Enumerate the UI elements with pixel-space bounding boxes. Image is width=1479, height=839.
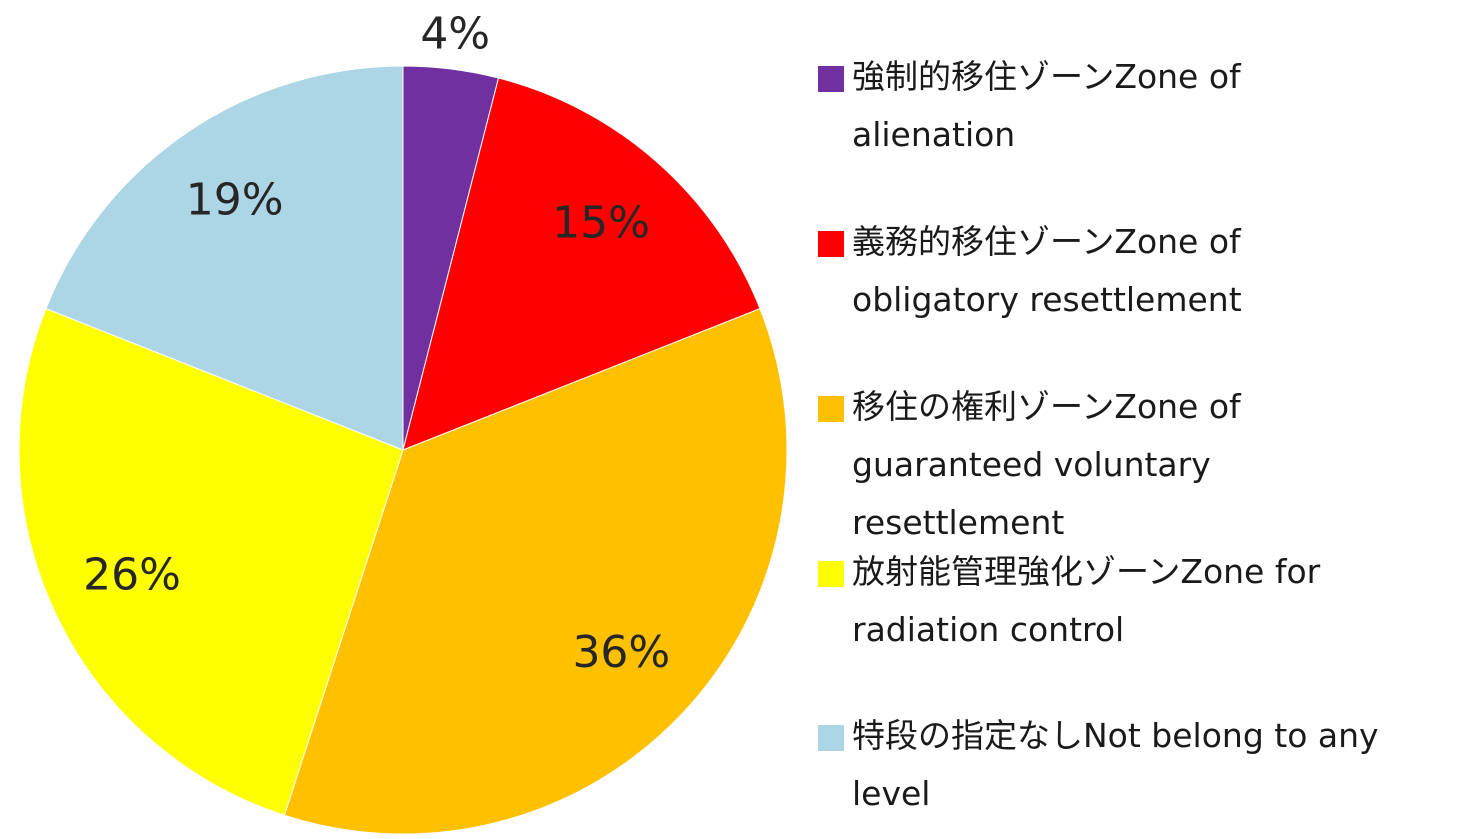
legend-label: 特段の指定なしNot belong to any level xyxy=(852,716,1379,813)
legend-swatch xyxy=(818,66,844,92)
legend-entry: 義務的移住ゾーンZone of obligatory resettlement xyxy=(818,213,1458,329)
pie: 4% 15% 36% 26% 19% xyxy=(18,9,788,835)
data-label: 4% xyxy=(420,9,490,60)
pie-slice xyxy=(402,77,761,451)
pie-slice xyxy=(18,307,404,816)
legend-entry: 移住の権利ゾーンZone of guaranteed voluntary res… xyxy=(818,378,1458,552)
legend-swatch xyxy=(818,396,844,422)
legend-swatch xyxy=(818,231,844,257)
data-label: 36% xyxy=(572,627,670,678)
legend-entry: 特段の指定なしNot belong to any level xyxy=(818,707,1458,823)
legend-label: 移住の権利ゾーンZone of guaranteed voluntary res… xyxy=(852,387,1241,542)
legend-label: 義務的移住ゾーンZone of obligatory resettlement xyxy=(852,222,1242,319)
pie-slice xyxy=(45,65,404,451)
data-label: 15% xyxy=(552,197,650,248)
data-label: 26% xyxy=(83,550,181,601)
legend-label: 強制的移住ゾーンZone of alienation xyxy=(852,57,1241,154)
legend-swatch xyxy=(818,561,844,587)
legend-entry: 強制的移住ゾーンZone of alienation xyxy=(818,48,1458,164)
legend-label: 放射能管理強化ゾーンZone for radiation control xyxy=(852,552,1321,649)
pie-slice xyxy=(283,307,788,835)
data-label: 19% xyxy=(186,174,284,225)
legend-swatch xyxy=(818,725,844,751)
legend-entry: 放射能管理強化ゾーンZone for radiation control xyxy=(818,543,1458,659)
